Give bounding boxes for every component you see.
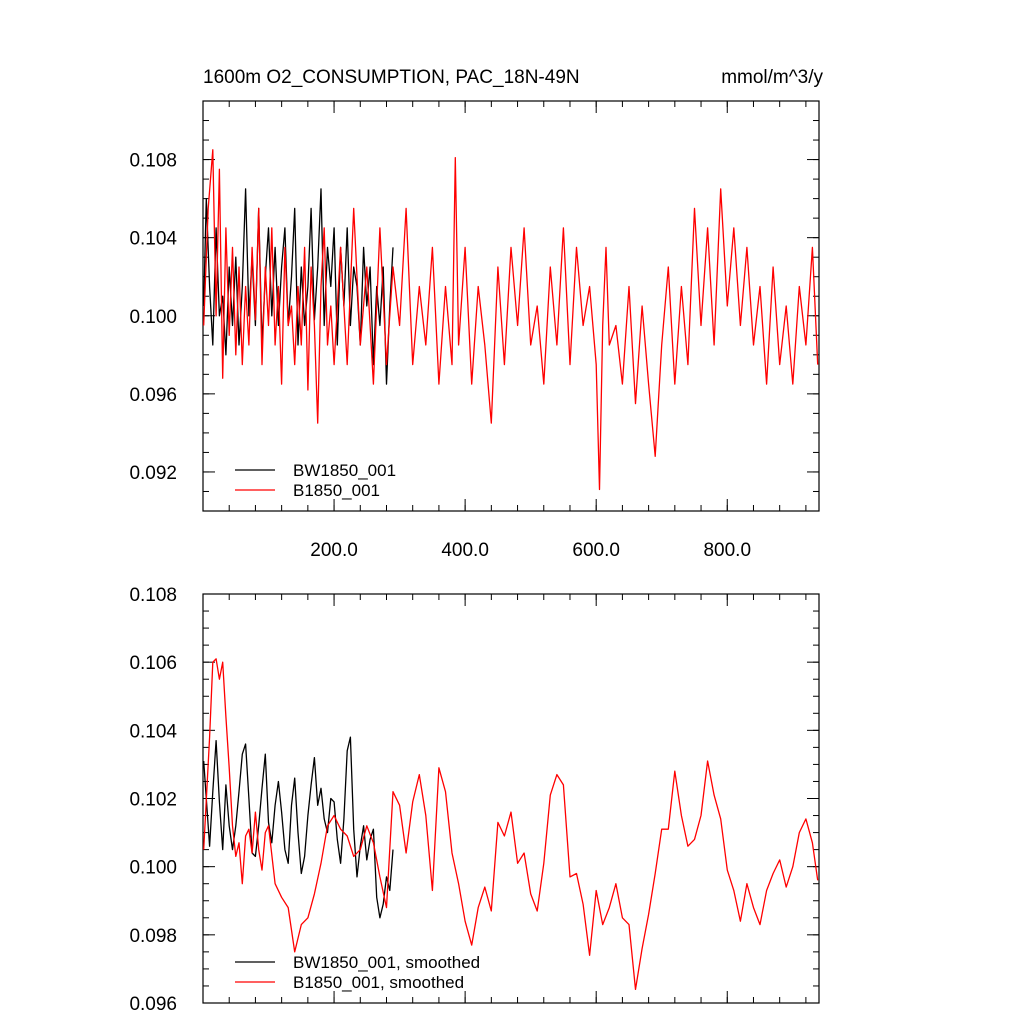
y-tick-label: 0.106 — [129, 653, 177, 674]
x-tick-label: 800.0 — [703, 540, 751, 561]
y-tick-label: 0.098 — [129, 926, 177, 947]
y-tick-label: 0.096 — [129, 385, 177, 406]
bottom-panel: 0.096 0.098 0.100 0.102 0.104 0.106 0.108 BW185… — [129, 585, 820, 1015]
legend-label: B1850_001, smoothed — [293, 973, 464, 992]
plot-frame — [202, 100, 820, 512]
legend-label: B1850_001 — [293, 481, 380, 500]
y-tick-label: 0.100 — [129, 858, 177, 879]
top-panel: 1600m O2_CONSUMPTION, PAC_18N-49N mmol/m… — [129, 67, 823, 561]
x-tick-label: 400.0 — [441, 540, 489, 561]
y-tick-label: 0.108 — [129, 151, 177, 172]
y-tick-label: 0.108 — [129, 585, 177, 606]
y-tick-label: 0.102 — [129, 790, 177, 811]
units-label: mmol/m^3/y — [721, 67, 823, 88]
x-tick-label: 200.0 — [310, 540, 358, 561]
x-tick-label: 600.0 — [572, 540, 620, 561]
y-tick-label: 0.100 — [129, 307, 177, 328]
y-tick-label: 0.092 — [129, 463, 177, 484]
y-tick-label: 0.096 — [129, 994, 177, 1015]
legend-label: BW1850_001, smoothed — [293, 953, 480, 972]
series-line-black — [203, 188, 394, 385]
series-line-black — [203, 736, 394, 919]
chart-title: 1600m O2_CONSUMPTION, PAC_18N-49N — [203, 67, 580, 88]
series-line-red — [203, 658, 819, 991]
legend-label: BW1850_001 — [293, 461, 396, 480]
y-tick-label: 0.104 — [129, 721, 177, 742]
series-line-red — [203, 149, 819, 491]
y-tick-label: 0.104 — [129, 229, 177, 250]
bottom-plot-area: 0.096 0.098 0.100 0.102 0.104 0.106 0.108 BW185… — [129, 585, 820, 1015]
top-plot-area: 0.092 0.096 0.100 0.104 0.108 200.0 400.0 600.0… — [129, 100, 820, 561]
